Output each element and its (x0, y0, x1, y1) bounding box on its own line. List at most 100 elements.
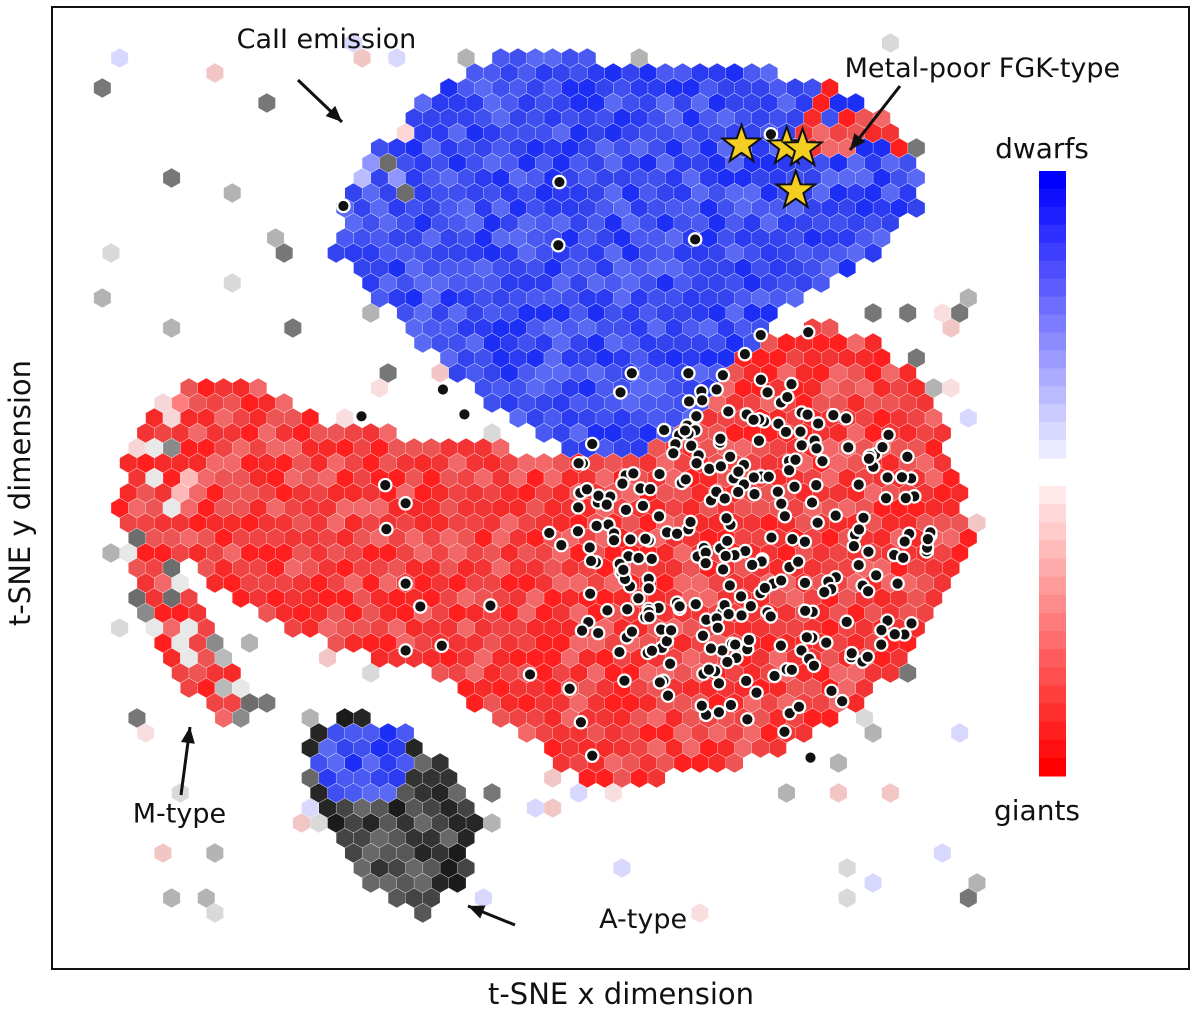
hex-cell (215, 438, 233, 458)
hex-cell (474, 168, 492, 188)
hex-cell (561, 738, 579, 758)
hex-cell (483, 813, 501, 833)
hex-cell (206, 543, 224, 563)
hex-cell (726, 333, 744, 353)
hex-cell (509, 708, 527, 728)
hex-cell (734, 78, 752, 98)
scatter-point (784, 376, 799, 392)
hex-cell (189, 453, 207, 473)
hex-cell (847, 423, 865, 443)
hex-cell (881, 663, 899, 683)
hex-cell (656, 213, 674, 233)
hex-cell (197, 618, 215, 638)
hex-cell (379, 453, 397, 473)
hex-cell (570, 363, 588, 383)
hex-cell (500, 513, 518, 533)
hex-cell (163, 498, 181, 518)
hex-cell (535, 213, 553, 233)
colorbar-top-label: dwarfs (995, 132, 1089, 165)
hex-cell (492, 618, 510, 638)
scatter-point (719, 510, 734, 526)
hex-cell (864, 423, 882, 443)
hex-cell (544, 258, 562, 278)
hex-cell (570, 423, 588, 443)
hex-cell (319, 558, 336, 578)
hex-cell (821, 618, 839, 638)
scatter-point (738, 673, 754, 689)
hex-cell (561, 138, 579, 158)
scatter-point (631, 590, 646, 606)
hex-cell (907, 138, 925, 158)
hex-cell (405, 228, 423, 248)
hex-cell (578, 468, 596, 488)
hex-cell (760, 633, 778, 653)
hex-cell (396, 153, 414, 173)
hex-cell (180, 498, 198, 518)
hex-cell (327, 753, 345, 773)
hex-cell (691, 63, 709, 83)
annotation-label: M-type (133, 799, 226, 830)
annotation-arrowhead (325, 105, 342, 122)
hex-cell (483, 393, 501, 413)
hex-cell (518, 693, 536, 713)
hex-cell (180, 468, 198, 488)
hex-cell (925, 468, 943, 488)
hex-cell (656, 273, 674, 293)
scatter-point (672, 598, 687, 614)
hex-cell (829, 363, 847, 383)
scatter-point (600, 603, 615, 618)
scatter-point (683, 514, 698, 530)
hex-cell (708, 183, 726, 203)
hex-cell (405, 318, 423, 338)
hex-cell (215, 648, 233, 668)
hex-cell (630, 408, 648, 428)
colorbar-dwarf-segment (1039, 260, 1066, 280)
hex-cell (604, 663, 622, 683)
hex-cell (370, 138, 388, 158)
hex-cell (500, 453, 518, 473)
hex-cell (405, 528, 423, 548)
scatter-point (740, 712, 755, 727)
scatter-point (784, 662, 800, 678)
hex-cell (821, 438, 839, 458)
hex-cell (674, 303, 692, 323)
hex-cell (674, 573, 692, 593)
hex-cell (370, 228, 388, 248)
hex-cell (353, 528, 371, 548)
hex-cell (760, 63, 778, 83)
hex-cell (726, 63, 744, 83)
hex-cell (232, 528, 250, 548)
hex-cell (128, 498, 146, 518)
colorbar-giant-segment (1039, 612, 1066, 632)
hex-cell (752, 108, 769, 128)
scatter-point (624, 365, 640, 381)
hex-cell (803, 708, 821, 728)
hex-cell (570, 63, 588, 83)
hex-cell (691, 723, 709, 743)
hex-cell (405, 438, 423, 458)
hex-cell (570, 183, 588, 203)
scatter-point (723, 697, 739, 713)
hex-cell (630, 318, 648, 338)
hex-cell (544, 468, 562, 488)
hex-cell (370, 498, 388, 518)
hex-cell (466, 543, 484, 563)
hex-cell (171, 453, 189, 473)
hex-cell (665, 408, 683, 428)
hex-cell (431, 93, 449, 113)
hex-cell (726, 93, 744, 113)
hex-cell (422, 768, 440, 788)
hex-cell (708, 573, 726, 593)
hex-cell (786, 348, 804, 368)
hex-cell (457, 108, 475, 128)
hex-cell (752, 738, 769, 758)
hex-cell (293, 453, 310, 473)
hex-cell (743, 213, 761, 233)
hex-cell (847, 693, 865, 713)
hex-cell (102, 543, 120, 563)
hex-cell (431, 783, 449, 803)
hex-cell (293, 573, 310, 593)
scatter-point (398, 495, 413, 511)
hex-cell (518, 153, 536, 173)
hex-cell (864, 333, 882, 353)
